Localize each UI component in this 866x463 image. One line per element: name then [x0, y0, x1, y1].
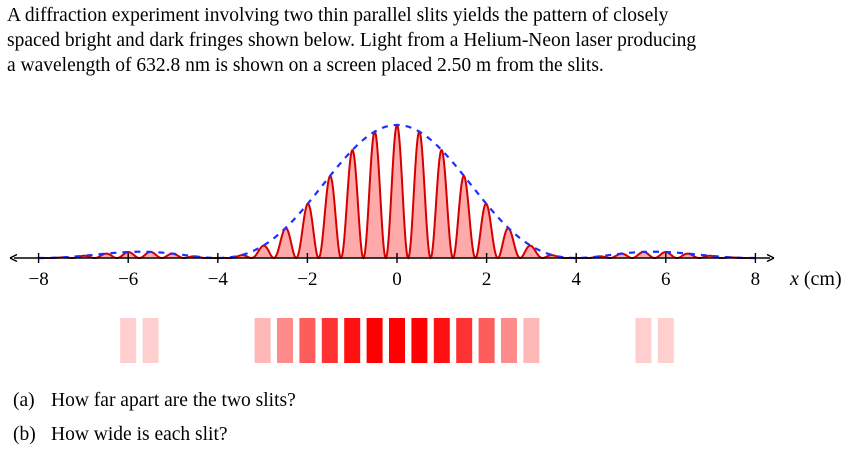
fringe-band: [254, 318, 271, 363]
question-b-text: How wide is each slit?: [51, 424, 228, 445]
fringe-band: [142, 318, 159, 363]
intro-line-3: a wavelength of 632.8 nm is shown on a s…: [7, 55, 604, 76]
x-tick-label: 4: [571, 269, 581, 290]
question-b: (b) How wide is each slit?: [13, 424, 228, 446]
fringe-band: [501, 318, 517, 363]
fringe-band: [321, 318, 338, 363]
intensity-fill: [38, 125, 756, 258]
x-tick-label: −8: [28, 269, 48, 290]
problem-statement: A diffraction experiment involving two t…: [7, 3, 857, 78]
fringe-band: [299, 318, 316, 363]
x-axis-label: x (cm): [789, 268, 842, 290]
fringe-strip: [120, 318, 674, 363]
intro-line-1: A diffraction experiment involving two t…: [7, 5, 669, 26]
fringe-band: [389, 318, 405, 363]
fringe-band: [366, 318, 383, 363]
axis-arrow-right-icon: [766, 253, 775, 263]
question-a-label: (a): [13, 390, 35, 411]
axis-arrow-left-icon: [9, 253, 18, 263]
x-tick-label: 0: [392, 269, 402, 290]
fringe-band: [635, 318, 652, 363]
fringe-band: [657, 318, 674, 363]
fringe-band: [344, 318, 361, 363]
question-a-text: How far apart are the two slits?: [51, 390, 296, 411]
envelope-curve: [38, 123, 756, 260]
intro-line-2: spaced bright and dark fringes shown bel…: [7, 30, 697, 51]
x-tick-label: 8: [751, 269, 761, 290]
fringe-band: [523, 318, 540, 363]
fringe-band: [433, 318, 450, 363]
question-b-label: (b): [13, 424, 36, 445]
diffraction-plot: −8 −6 −4 −2 0 2 4 6 8 x (cm): [9, 123, 842, 363]
x-tick-label: 6: [661, 269, 671, 290]
fringe-band: [120, 318, 137, 363]
fringe-band: [411, 318, 428, 363]
x-ticks: −8 −6 −4 −2 0 2 4 6 8: [28, 253, 760, 290]
x-tick-label: −2: [297, 269, 317, 290]
fringe-band: [456, 318, 473, 363]
x-tick-label: −6: [118, 269, 138, 290]
x-tick-label: 2: [482, 269, 492, 290]
x-tick-label: −4: [208, 269, 229, 290]
question-a: (a) How far apart are the two slits?: [13, 390, 296, 412]
fringe-band: [277, 318, 293, 363]
fringe-band: [478, 318, 495, 363]
